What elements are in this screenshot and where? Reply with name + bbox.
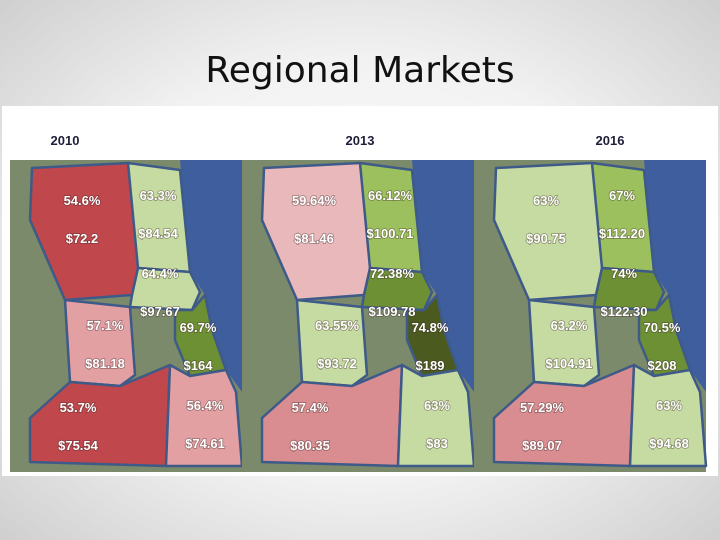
region-share: 56.4%: [187, 398, 224, 413]
region-share: 63.55%: [315, 318, 360, 333]
map-panel: 59.64% $81.46 66.12% $100.71 72.38% $109.78 63…: [242, 160, 476, 472]
region-share: 66.12%: [368, 188, 413, 203]
region-price: $104.91: [546, 356, 593, 371]
region-share: 70.5%: [644, 320, 681, 335]
region-price: $81.46: [294, 231, 334, 246]
region-share: 63.3%: [140, 188, 177, 203]
region-price: $208: [648, 358, 677, 373]
region-price: $72.2: [66, 231, 99, 246]
region-price: $90.75: [526, 231, 566, 246]
region-price: $94.68: [649, 436, 689, 451]
region-share: 63%: [656, 398, 682, 413]
region-share: 53.7%: [60, 400, 97, 415]
lake: [644, 160, 706, 392]
region: [164, 363, 244, 468]
region: [126, 161, 192, 274]
region: [358, 161, 424, 274]
region-share: 63.2%: [551, 318, 588, 333]
region-share: 59.64%: [292, 193, 337, 208]
year-label: 2016: [596, 133, 625, 148]
region-share: 67%: [609, 188, 635, 203]
region-price: $93.72: [317, 356, 357, 371]
region: [63, 298, 137, 388]
region-price: $81.18: [85, 356, 125, 371]
region-price: $112.20: [599, 226, 645, 241]
region-share: 63%: [533, 193, 559, 208]
region-price: $89.07: [522, 438, 562, 453]
region-price: $75.54: [58, 438, 99, 453]
region-share: 57.4%: [292, 400, 329, 415]
region-share: 64.4%: [142, 266, 179, 281]
region: [527, 298, 601, 388]
region-share: 57.1%: [87, 318, 124, 333]
region-price: $164: [184, 358, 214, 373]
region-share: 63%: [424, 398, 450, 413]
region-price: $109.78: [369, 304, 416, 319]
region-price: $97.67: [140, 304, 180, 319]
year-label: 2013: [346, 133, 375, 148]
map-panel: 54.6% $72.2 63.3% $84.54 64.4% $97.67 57.1% $81…: [10, 160, 244, 472]
region-share: 74%: [611, 266, 637, 281]
region-price: $83: [426, 436, 448, 451]
region-share: 57.29%: [520, 400, 565, 415]
year-label: 2010: [51, 133, 80, 148]
region-share: 72.38%: [370, 266, 415, 281]
region-price: $80.35: [290, 438, 330, 453]
region: [396, 363, 476, 468]
region-share: 54.6%: [64, 193, 101, 208]
region-price: $84.54: [138, 226, 179, 241]
map-panel: 63% $90.75 67% $112.20 74% $122.30 63.2% $104.9…: [474, 160, 708, 472]
region-price: $100.71: [367, 226, 414, 241]
region-price: $122.30: [601, 304, 648, 319]
region-share: 69.7%: [180, 320, 217, 335]
slide-title: Regional Markets: [205, 50, 514, 91]
lake: [180, 160, 242, 392]
region-share: 74.8%: [412, 320, 449, 335]
region-price: $189: [416, 358, 445, 373]
region: [295, 298, 369, 388]
region: [628, 363, 708, 468]
region: [590, 161, 656, 274]
region-price: $74.61: [185, 436, 225, 451]
lake: [412, 160, 474, 392]
